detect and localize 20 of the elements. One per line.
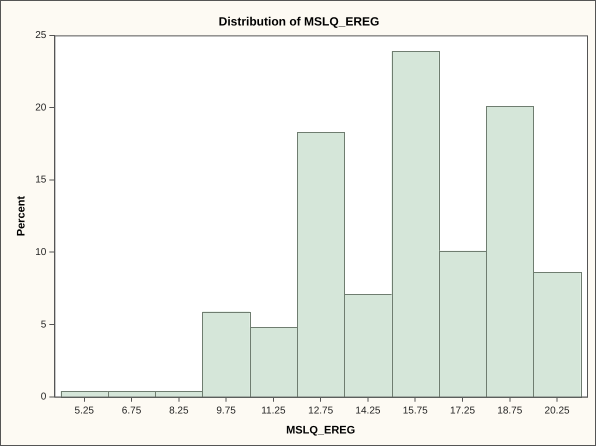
x-tick-label: 6.75 — [122, 406, 142, 417]
x-tick-label: 18.75 — [497, 406, 523, 417]
x-tick-label: 9.75 — [216, 406, 236, 417]
x-tick-label: 15.75 — [402, 406, 428, 417]
chart-title: Distribution of MSLQ_EREG — [218, 14, 380, 29]
x-tick-label: 5.25 — [74, 406, 94, 417]
y-tick-label: 25 — [35, 30, 47, 42]
y-tick-label: 20 — [35, 102, 47, 114]
x-tick-label: 12.75 — [308, 406, 334, 417]
x-tick-label: 14.25 — [355, 406, 381, 417]
x-tick-label: 11.25 — [261, 406, 286, 417]
x-axis-title: MSLQ_EREG — [286, 424, 356, 436]
y-tick-label: 10 — [35, 246, 47, 258]
x-tick-label: 17.25 — [450, 406, 476, 417]
x-tick-label: 8.25 — [169, 406, 189, 417]
y-tick-label: 0 — [40, 392, 47, 403]
y-tick-label: 5 — [40, 319, 47, 330]
y-axis-title: Percent — [16, 196, 28, 236]
x-tick-label: 20.25 — [544, 406, 570, 417]
y-tick-label: 15 — [35, 174, 47, 186]
